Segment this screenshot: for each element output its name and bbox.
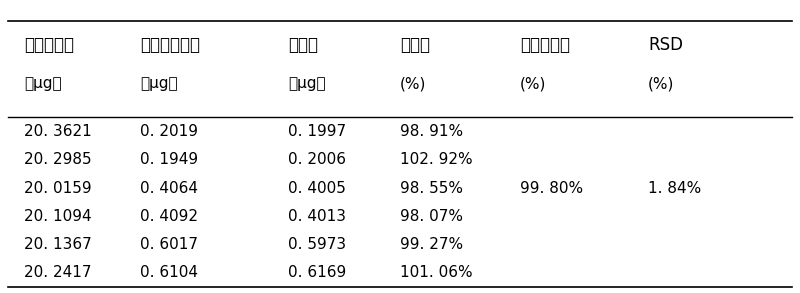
Text: 0. 2019: 0. 2019 (140, 124, 198, 139)
Text: 1. 84%: 1. 84% (648, 180, 702, 195)
Text: 回收率: 回收率 (400, 36, 430, 54)
Text: （μg）: （μg） (288, 76, 326, 91)
Text: 101. 06%: 101. 06% (400, 265, 473, 280)
Text: 0. 4013: 0. 4013 (288, 209, 346, 224)
Text: 0. 1997: 0. 1997 (288, 124, 346, 139)
Text: 98. 91%: 98. 91% (400, 124, 463, 139)
Text: (%): (%) (400, 76, 426, 91)
Text: 0. 1949: 0. 1949 (140, 152, 198, 167)
Text: 20. 2417: 20. 2417 (24, 265, 91, 280)
Text: 102. 92%: 102. 92% (400, 152, 473, 167)
Text: 98. 07%: 98. 07% (400, 209, 463, 224)
Text: 20. 2985: 20. 2985 (24, 152, 92, 167)
Text: 99. 80%: 99. 80% (520, 180, 583, 195)
Text: 0. 6017: 0. 6017 (140, 237, 198, 252)
Text: 测得量: 测得量 (288, 36, 318, 54)
Text: 0. 6169: 0. 6169 (288, 265, 346, 280)
Text: 0. 2006: 0. 2006 (288, 152, 346, 167)
Text: 20. 3621: 20. 3621 (24, 124, 92, 139)
Text: 0. 4005: 0. 4005 (288, 180, 346, 195)
Text: 对照品加入量: 对照品加入量 (140, 36, 200, 54)
Text: 0. 6104: 0. 6104 (140, 265, 198, 280)
Text: 98. 55%: 98. 55% (400, 180, 463, 195)
Text: (%): (%) (520, 76, 546, 91)
Text: （μg）: （μg） (24, 76, 62, 91)
Text: 0. 4064: 0. 4064 (140, 180, 198, 195)
Text: 0. 5973: 0. 5973 (288, 237, 346, 252)
Text: 20. 1367: 20. 1367 (24, 237, 92, 252)
Text: 0. 4092: 0. 4092 (140, 209, 198, 224)
Text: 20. 1094: 20. 1094 (24, 209, 92, 224)
Text: 20. 0159: 20. 0159 (24, 180, 92, 195)
Text: (%): (%) (648, 76, 674, 91)
Text: （μg）: （μg） (140, 76, 178, 91)
Text: 辅料加入量: 辅料加入量 (24, 36, 74, 54)
Text: 平均回收率: 平均回收率 (520, 36, 570, 54)
Text: RSD: RSD (648, 36, 683, 54)
Text: 99. 27%: 99. 27% (400, 237, 463, 252)
